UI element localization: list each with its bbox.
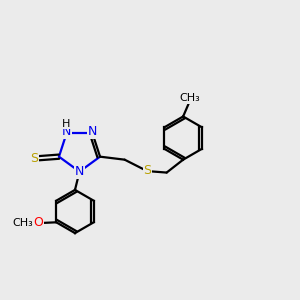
- Text: N: N: [62, 125, 71, 138]
- Text: CH₃: CH₃: [12, 218, 33, 228]
- Text: O: O: [33, 216, 43, 230]
- Text: CH₃: CH₃: [180, 94, 200, 103]
- Text: N: N: [88, 125, 97, 138]
- Text: S: S: [30, 152, 38, 165]
- Text: N: N: [75, 165, 85, 178]
- Text: S: S: [143, 164, 152, 177]
- Text: H: H: [62, 118, 71, 128]
